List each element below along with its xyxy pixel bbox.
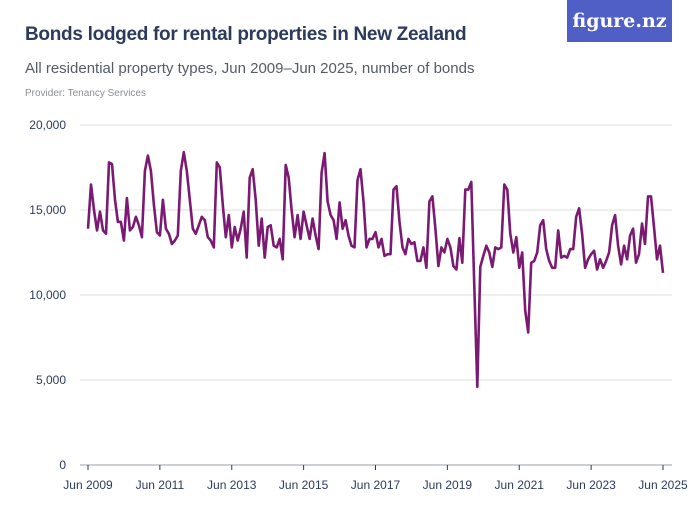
y-tick-label: 10,000 <box>29 288 66 302</box>
x-tick-label: Jun 2023 <box>566 478 616 492</box>
x-tick-label: Jun 2015 <box>279 478 329 492</box>
x-tick-label: Jun 2017 <box>351 478 401 492</box>
data-series-line <box>86 150 665 389</box>
x-tick-label: Jun 2011 <box>136 478 185 492</box>
x-tick-label: Jun 2021 <box>495 478 545 492</box>
x-tick-label: Jun 2025 <box>638 478 688 492</box>
chart-subtitle: All residential property types, Jun 2009… <box>25 60 475 77</box>
chart-provider: Provider: Tenancy Services <box>25 88 146 99</box>
y-tick-label: 5,000 <box>36 373 66 387</box>
x-tick-label: Jun 2009 <box>63 478 113 492</box>
x-tick-label: Jun 2019 <box>423 478 473 492</box>
chart-title: Bonds lodged for rental properties in Ne… <box>25 24 467 45</box>
x-tick-label: Jun 2013 <box>207 478 257 492</box>
y-tick-label: 20,000 <box>29 118 66 132</box>
y-tick-label: 0 <box>59 458 66 472</box>
figure-nz-logo[interactable]: figure.nz <box>567 0 672 42</box>
y-tick-label: 15,000 <box>29 203 66 217</box>
